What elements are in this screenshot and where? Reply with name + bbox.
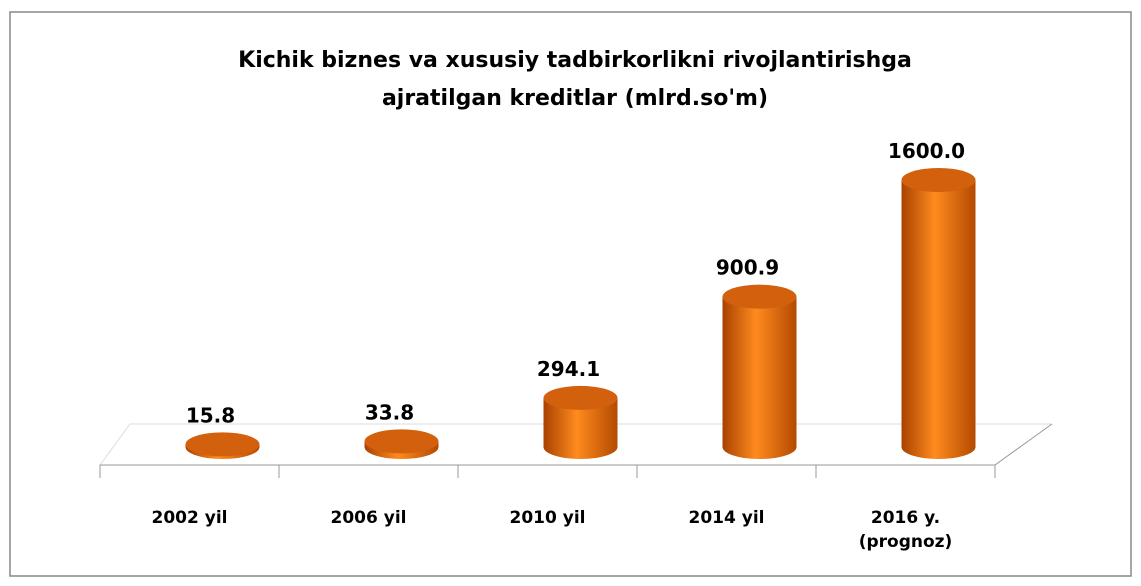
bar-top: [185, 432, 260, 457]
bar-top: [364, 429, 439, 454]
value-label: 1600.0: [888, 139, 965, 163]
x-tick-label: 2016 y. (prognoz): [858, 508, 953, 552]
value-label: 15.8: [186, 403, 235, 427]
bar-body: [722, 296, 797, 459]
bar-body: [901, 180, 976, 459]
bar: [901, 168, 976, 459]
value-label: 33.8: [365, 400, 414, 424]
x-tick-label: 2006 yil: [330, 508, 407, 528]
bar: [364, 429, 439, 459]
x-tick-label: 2002 yil: [151, 508, 228, 528]
x-tick-label: 2010 yil: [509, 508, 586, 528]
bar: [543, 385, 618, 459]
bar-top: [722, 284, 797, 309]
chart-title: Kichik biznes va xususiy tadbirkorlikni …: [238, 48, 912, 111]
bar-top: [901, 168, 976, 192]
value-label: 294.1: [537, 357, 600, 381]
bar: [722, 284, 797, 459]
x-tick-label: 2014 yil: [688, 508, 765, 528]
bar-body: [543, 397, 618, 459]
bar-top: [543, 385, 618, 410]
bar: [185, 432, 260, 459]
value-label: 900.9: [716, 256, 779, 280]
